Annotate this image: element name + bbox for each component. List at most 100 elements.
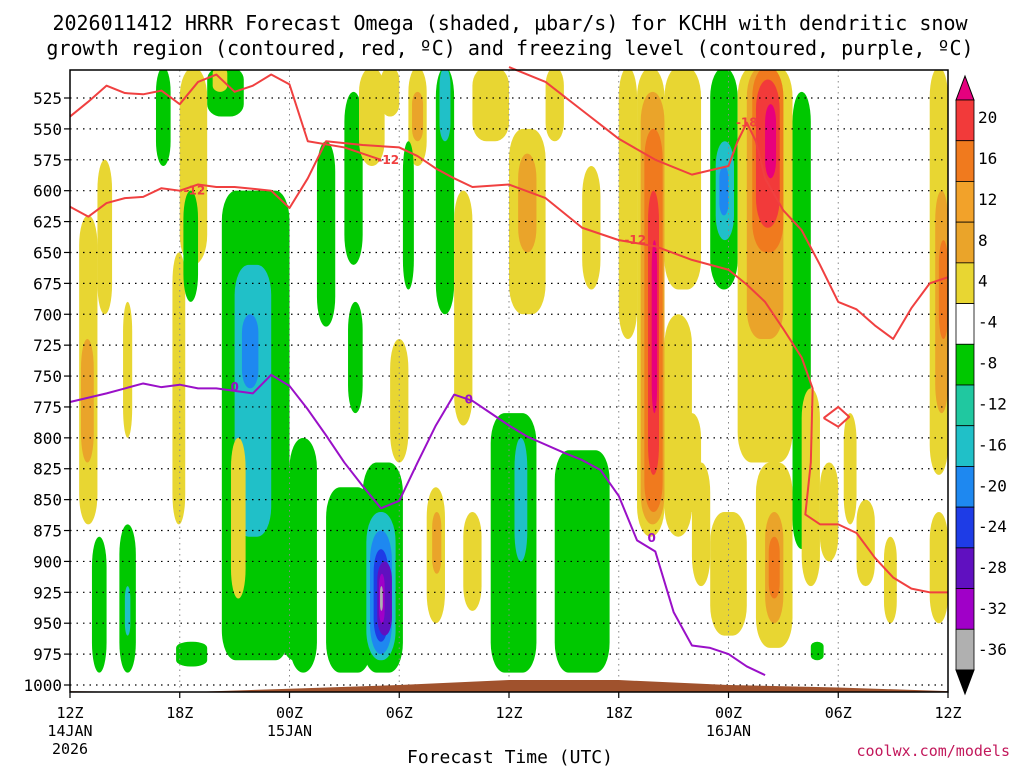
omega-cell	[719, 165, 729, 216]
y-tick-label: 625	[33, 213, 62, 232]
omega-cell	[439, 70, 451, 142]
omega-cell	[289, 437, 317, 673]
omega-cell	[518, 153, 537, 253]
colorbar-label: -32	[978, 599, 1007, 618]
omega-cell	[810, 641, 824, 661]
colorbar-segment	[955, 588, 975, 630]
y-tick-label: 700	[33, 305, 62, 324]
omega-cell	[326, 487, 372, 673]
omega-cell	[618, 70, 638, 339]
omega-cell	[155, 70, 171, 166]
omega-cell	[472, 70, 509, 142]
y-tick-label: 850	[33, 491, 62, 510]
contour-label: 0	[230, 380, 238, 394]
y-axis: 525 550 575 600 625 650 675 700 725 750 775 800 825 8…	[23, 89, 70, 695]
y-tick-label: 800	[33, 429, 62, 448]
contour-label: 0	[647, 531, 655, 545]
omega-cell	[463, 511, 482, 611]
x-tick-year: 2026	[52, 740, 88, 758]
y-tick-label: 575	[33, 151, 62, 170]
y-tick-label: 725	[33, 336, 62, 355]
contour-label: -18	[736, 116, 758, 130]
omega-cell	[97, 159, 113, 315]
colorbar-label: -8	[978, 354, 997, 373]
omega-cell	[664, 70, 702, 290]
credit-text: coolwx.com/models	[856, 742, 1010, 760]
colorbar-label: 4	[978, 272, 988, 291]
colorbar-segment	[955, 140, 975, 182]
omega-cell	[380, 70, 400, 117]
y-tick-label: 925	[33, 583, 62, 602]
colorbar-segment	[955, 343, 975, 386]
omega-cell	[432, 511, 442, 574]
x-tick-date: 14JAN	[47, 722, 92, 740]
dgz-contour-line	[508, 66, 949, 340]
omega-cell	[856, 499, 875, 587]
omega-cell	[490, 413, 537, 673]
freezing-level-line	[69, 373, 766, 677]
colorbar-segment	[955, 221, 975, 264]
omega-cell	[80, 338, 94, 463]
plot-area: -12 -12 -12 -18 0 0 0	[69, 66, 949, 693]
y-tick-label: 1000	[23, 676, 62, 695]
colorbar-label: 12	[978, 190, 997, 209]
omega-cell	[514, 437, 528, 562]
omega-cell	[883, 536, 897, 624]
dgz-contour-line	[823, 405, 851, 428]
y-tick-label: 750	[33, 367, 62, 386]
dgz-contour-line	[69, 140, 948, 594]
omega-cell	[212, 70, 228, 92]
colorbar-label: -24	[978, 517, 1007, 536]
y-tick-label: 900	[33, 552, 62, 571]
colorbar-segment	[955, 303, 975, 345]
omega-shading	[79, 70, 948, 673]
omega-cell	[938, 240, 948, 339]
omega-cell	[563, 499, 601, 636]
colorbar-bottom-arrow	[955, 669, 975, 696]
omega-cell	[582, 165, 601, 290]
colorbar-segment	[955, 506, 975, 549]
omega-cell	[691, 462, 711, 587]
y-tick-label: 875	[33, 522, 62, 541]
x-tick-date: 16JAN	[706, 722, 751, 740]
colorbar-segment	[955, 262, 975, 304]
omega-cell	[545, 70, 564, 142]
y-tick-label: 650	[33, 243, 62, 262]
omega-cell	[412, 91, 424, 142]
x-tick-label: 06Z	[825, 704, 852, 722]
omega-cell	[124, 586, 131, 636]
colorbar-label: -12	[978, 394, 1007, 413]
x-tick-label: 18Z	[605, 704, 632, 722]
x-tick-label: 12Z	[56, 704, 83, 722]
omega-cell	[176, 641, 208, 667]
omega-cell	[402, 141, 414, 290]
omega-cell	[765, 104, 777, 179]
omega-cell	[316, 141, 336, 327]
colorbar-label: -28	[978, 558, 1007, 577]
colorbar-label: -4	[978, 313, 997, 332]
colorbar: 20 16 12 8 4 -4 -8 -12 -16 -20 -24 -28 -32 -36	[955, 74, 1007, 696]
x-tick-label: 12Z	[934, 704, 961, 722]
omega-cell	[91, 536, 107, 673]
colorbar-label: -20	[978, 476, 1007, 495]
omega-cell	[380, 586, 383, 611]
y-tick-label: 950	[33, 614, 62, 633]
omega-cell	[651, 240, 658, 414]
x-tick-label: 12Z	[495, 704, 522, 722]
omega-cell	[348, 301, 363, 414]
omega-cell	[819, 462, 839, 562]
colorbar-segment	[955, 181, 975, 223]
temperature-contours: -12 -12 -12 -18 0 0 0	[69, 66, 949, 677]
chart-title-line2: growth region (contoured, red, ºC) and f…	[46, 36, 973, 60]
omega-cell	[359, 70, 385, 166]
x-tick-label: 06Z	[386, 704, 413, 722]
colorbar-label: -36	[978, 640, 1007, 659]
omega-cell	[183, 190, 199, 302]
x-tick-label: 18Z	[166, 704, 193, 722]
colorbar-segment	[955, 628, 975, 671]
colorbar-segment	[955, 384, 975, 427]
omega-cell	[710, 511, 747, 636]
omega-cell	[454, 190, 473, 426]
